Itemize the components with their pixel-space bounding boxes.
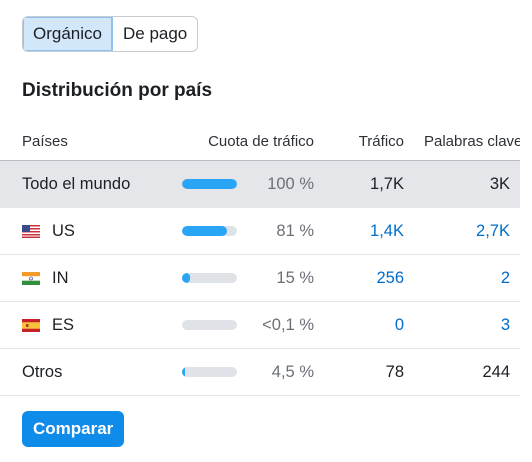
traffic-share-value: <0,1 %: [262, 315, 314, 334]
keywords-value-link[interactable]: 2: [500, 268, 510, 287]
table-header-row: Países Cuota de tráfico Tráfico Palabras…: [0, 122, 520, 161]
traffic-share-bar: [182, 179, 237, 189]
header-country[interactable]: Países: [22, 132, 68, 150]
traffic-value: 1,7K: [370, 174, 404, 193]
traffic-share-bar: [182, 226, 237, 236]
table-row: Todo el mundo 100 % 1,7K 3K: [0, 161, 520, 208]
table-row: Otros 4,5 % 78 244: [0, 349, 520, 396]
keywords-value: 244: [482, 362, 510, 381]
table-row: US 81 % 1,4K 2,7K: [0, 208, 520, 255]
traffic-value: 78: [385, 362, 404, 381]
traffic-share-bar: [182, 367, 237, 377]
traffic-value-link[interactable]: 1,4K: [370, 221, 404, 240]
traffic-share-bar-fill: [182, 367, 186, 377]
traffic-share-bar: [182, 320, 237, 330]
es-flag-icon: [22, 318, 40, 332]
traffic-share-bar: [182, 273, 237, 283]
compare-button[interactable]: Comparar: [22, 411, 125, 447]
table-row: ES <0,1 % 0 3: [0, 302, 520, 349]
country-name: ES: [52, 315, 75, 334]
us-flag-icon: [22, 224, 40, 238]
section-title: Distribución por país: [22, 80, 213, 101]
keywords-value: 3K: [489, 174, 510, 193]
traffic-value-link[interactable]: 256: [376, 268, 404, 287]
table-row: IN 15 % 256 2: [0, 255, 520, 302]
country-name: Otros: [22, 362, 63, 381]
traffic-share-bar-fill: [182, 273, 191, 283]
in-flag-icon: [22, 271, 40, 285]
header-traffic[interactable]: Tráfico: [358, 132, 404, 150]
traffic-share-bar-fill: [182, 179, 237, 189]
header-traffic-share[interactable]: Cuota de tráfico: [208, 132, 314, 150]
toggle-organic[interactable]: Orgánico: [23, 17, 113, 51]
country-distribution-table: Países Cuota de tráfico Tráfico Palabras…: [0, 122, 520, 396]
country-name: Todo el mundo: [22, 174, 131, 193]
traffic-value-link[interactable]: 0: [394, 315, 404, 334]
toggle-paid[interactable]: De pago: [122, 24, 188, 43]
traffic-share-value: 81 %: [276, 221, 314, 240]
traffic-type-toggle: Orgánico De pago: [22, 16, 199, 52]
country-name: US: [52, 221, 75, 240]
country-name: IN: [52, 268, 69, 287]
traffic-share-value: 4,5 %: [271, 362, 314, 381]
header-keywords[interactable]: Palabras clave: [424, 132, 520, 150]
keywords-value-link[interactable]: 3: [500, 315, 510, 334]
keywords-value-link[interactable]: 2,7K: [476, 221, 510, 240]
traffic-share-value: 15 %: [276, 268, 314, 287]
traffic-share-bar-fill: [182, 226, 227, 236]
traffic-share-value: 100 %: [267, 174, 314, 193]
